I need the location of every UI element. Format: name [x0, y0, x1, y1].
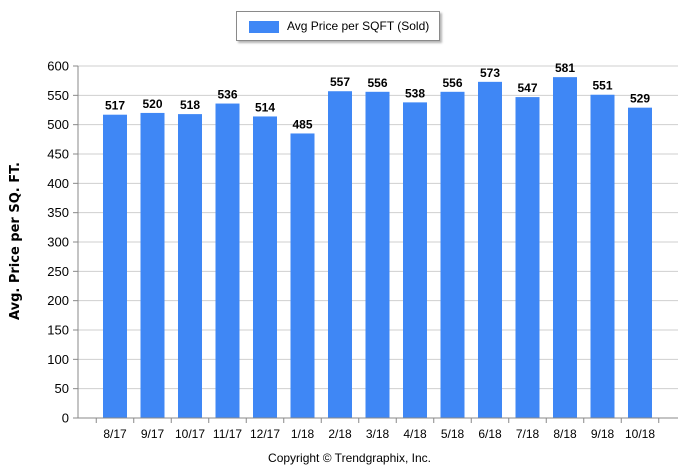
y-tick-label: 250 [47, 264, 69, 279]
bar-9-18 [590, 94, 615, 418]
x-tick-label: 9/17 [141, 427, 165, 441]
y-tick-label: 50 [55, 381, 69, 396]
bar-4-18 [403, 102, 427, 418]
x-tick-label: 2/18 [328, 427, 352, 441]
x-tick-label: 5/18 [441, 427, 465, 441]
data-label: 485 [292, 117, 312, 131]
x-tick-label: 10/18 [625, 427, 655, 441]
bar-9-17 [140, 112, 165, 418]
bar-5-18 [440, 91, 465, 419]
bar-7-18 [515, 97, 540, 419]
y-tick-label: 600 [47, 59, 69, 74]
bar-8-18 [553, 77, 577, 418]
x-tick-label: 11/17 [213, 427, 242, 441]
x-tick-label: 10/17 [175, 427, 205, 441]
data-label: 556 [367, 76, 387, 90]
y-tick-label: 500 [47, 117, 69, 132]
y-tick-label: 450 [47, 147, 69, 162]
bar-2-18 [328, 91, 352, 418]
x-tick-label: 6/18 [478, 427, 502, 441]
y-tick-label: 550 [47, 88, 69, 103]
data-label: 536 [217, 88, 237, 102]
y-tick-label: 150 [47, 323, 69, 338]
x-tick-label: 3/18 [366, 427, 390, 441]
y-axis-ticks: 0 50 100 150 200 250 300 350 400 450 500 550 600 [47, 59, 78, 426]
data-label: 514 [255, 100, 275, 114]
x-tick-label: 9/18 [591, 427, 615, 441]
x-tick-label: 8/17 [103, 427, 127, 441]
data-label: 518 [180, 98, 200, 112]
bar-8-17 [103, 114, 127, 419]
copyright-text: Copyright © Trendgraphix, Inc. [268, 451, 431, 465]
bar-10-17 [178, 114, 202, 419]
y-tick-label: 400 [47, 176, 69, 191]
x-tick-label: 7/18 [516, 427, 540, 441]
y-axis-title: Avg. Price per SQ. FT. [8, 162, 23, 320]
bar-11-17 [215, 103, 240, 419]
data-label: 551 [592, 79, 612, 93]
data-label: 547 [517, 81, 537, 95]
x-axis-ticks: 8/17 9/17 10/17 11/17 12/17 1/18 2/18 3/18 4/18 5… [95, 418, 660, 441]
data-label: 581 [555, 61, 575, 75]
legend: Avg Price per SQFT (Sold) [236, 11, 440, 41]
data-label: 556 [442, 76, 462, 90]
y-tick-label: 300 [47, 235, 69, 250]
bar-6-18 [478, 81, 502, 418]
data-label: 517 [105, 99, 125, 113]
bar-3-18 [365, 91, 390, 419]
data-label: 573 [480, 66, 500, 80]
data-label: 538 [405, 86, 425, 100]
y-tick-label: 0 [62, 411, 69, 426]
data-label: 529 [630, 92, 650, 106]
data-label: 520 [142, 97, 162, 111]
y-tick-label: 100 [47, 352, 69, 367]
x-tick-label: 12/17 [250, 427, 280, 441]
x-tick-label: 8/18 [553, 427, 577, 441]
legend-swatch [249, 21, 279, 33]
bar-10-18 [628, 107, 652, 419]
y-tick-label: 200 [47, 293, 69, 308]
bar-series [103, 77, 652, 419]
data-labels: 517 520 518 536 514 485 557 556 538 556 573 547 581 5… [105, 61, 650, 131]
bar-12-17 [253, 116, 277, 418]
y-tick-label: 350 [47, 205, 69, 220]
legend-label: Avg Price per SQFT (Sold) [287, 19, 430, 33]
x-tick-label: 4/18 [403, 427, 427, 441]
data-label: 557 [330, 75, 350, 89]
bar-1-18 [290, 133, 315, 418]
x-tick-label: 1/18 [291, 427, 315, 441]
